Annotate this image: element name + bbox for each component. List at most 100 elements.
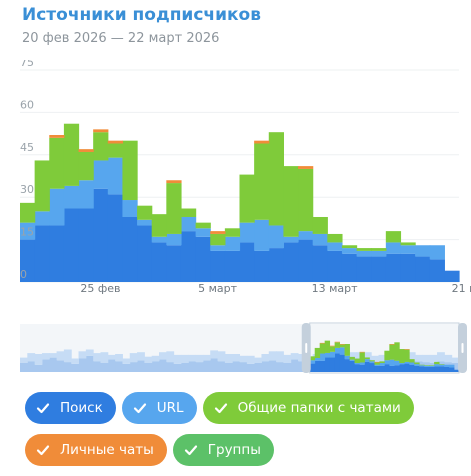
navigator-segment xyxy=(93,361,101,372)
navigator-segment xyxy=(173,363,182,372)
navigator-window-segment xyxy=(319,360,326,372)
main-chart[interactable]: 0 15 30 45 60 75 25 фев 5 март 13 март 21 м xyxy=(0,60,471,295)
x-tick-label: 21 м xyxy=(452,282,471,295)
navigator-segment xyxy=(173,354,182,364)
navigator-segment xyxy=(232,354,240,362)
x-axis-ticks: 25 фев 5 март 13 март 21 м xyxy=(80,282,471,295)
navigator-segment xyxy=(78,358,87,372)
navigator-segment xyxy=(429,354,438,363)
legend-toggle[interactable]: URL xyxy=(121,392,197,424)
area-segment xyxy=(151,242,167,282)
navigator-window-segment xyxy=(354,358,360,364)
navigator-window-segment xyxy=(354,364,360,372)
navigator-segment xyxy=(371,355,380,363)
navigator-segment xyxy=(224,354,233,363)
area-segment xyxy=(107,140,124,144)
navigator-window-segment xyxy=(434,364,440,367)
navigator-segment xyxy=(27,361,36,372)
navigator-window-segment xyxy=(404,349,410,350)
area-segment xyxy=(356,256,372,282)
navigator-window-segment xyxy=(449,364,455,368)
navigator-segment xyxy=(137,352,145,361)
navigator-window-segment xyxy=(399,364,405,372)
navigator-window[interactable] xyxy=(301,322,467,374)
navigator-segment xyxy=(246,355,255,364)
area-segment xyxy=(224,236,241,251)
area-segment xyxy=(49,135,65,138)
area-segment xyxy=(49,225,65,282)
navigator-segment xyxy=(188,354,197,362)
y-tick-label: 60 xyxy=(20,98,34,111)
y-tick-label: 75 xyxy=(20,60,34,69)
area-segment xyxy=(93,160,109,189)
navigator-window-segment xyxy=(369,361,375,364)
navigator-window-segment xyxy=(334,347,340,354)
navigator-segment xyxy=(268,360,277,372)
area-segment xyxy=(415,256,431,282)
navigator-segment xyxy=(422,354,431,363)
area-segment xyxy=(239,222,255,243)
navigator-segment xyxy=(63,362,72,372)
navigator-window-segment xyxy=(424,366,430,372)
navigator-window-segment xyxy=(414,364,420,366)
legend-toggle[interactable]: Группы xyxy=(172,434,274,466)
area-segment xyxy=(224,228,241,237)
navigator-window-segment xyxy=(334,353,340,372)
area-segment xyxy=(151,214,167,237)
area-segment xyxy=(356,248,372,251)
area-segment xyxy=(137,205,153,220)
navigator-window-segment xyxy=(409,362,415,365)
navigator-window-segment xyxy=(329,357,336,372)
area-segment xyxy=(254,250,270,282)
navigator-window-segment xyxy=(404,361,410,364)
navigator-window-segment xyxy=(374,361,380,363)
navigator-segment xyxy=(122,363,131,372)
stacked-areas xyxy=(20,123,460,282)
area-segment xyxy=(166,180,182,184)
navigator-window-segment xyxy=(309,363,316,372)
legend: Поиск URL Общие папки с чатами Личные чаты Г… xyxy=(25,392,465,476)
navigator-segment xyxy=(290,359,299,372)
navigator-window-segment xyxy=(334,341,340,343)
navigator-window-segment xyxy=(384,360,390,365)
navigator-window-segment xyxy=(359,362,365,365)
legend-toggle[interactable]: Общие папки с чатами xyxy=(202,392,414,424)
area-segment xyxy=(34,211,50,226)
navigator-segment xyxy=(180,363,189,372)
navigator-segment xyxy=(159,359,167,372)
area-segment xyxy=(312,216,328,234)
area-segment xyxy=(63,123,80,186)
area-segment xyxy=(356,250,372,257)
navigator-segment xyxy=(93,353,101,362)
area-segment xyxy=(341,245,358,249)
legend-toggle[interactable]: Поиск xyxy=(25,392,116,424)
navigator-segment xyxy=(232,361,240,372)
area-segment xyxy=(429,245,445,260)
navigator-window-segment xyxy=(369,363,375,372)
navigator-window-segment xyxy=(309,360,316,364)
area-segment xyxy=(268,248,284,282)
navigator-segment xyxy=(41,359,50,372)
navigator-window-segment xyxy=(314,358,321,361)
navigator-segment xyxy=(202,354,211,361)
legend-toggle[interactable]: Личные чаты xyxy=(25,434,167,466)
area-segment xyxy=(298,166,314,169)
navigator-segment xyxy=(283,354,292,363)
range-navigator[interactable] xyxy=(0,320,471,376)
navigator-window-segment xyxy=(334,342,340,348)
navigator-segment xyxy=(107,359,116,372)
area-segment xyxy=(268,132,284,226)
y-tick-label: 0 xyxy=(20,268,27,281)
area-segment xyxy=(137,219,153,226)
navigator-segment xyxy=(217,361,226,372)
area-segment xyxy=(371,256,387,282)
area-segment xyxy=(312,245,328,282)
legend-label: Группы xyxy=(207,442,261,458)
navigator-window-segment xyxy=(389,365,395,372)
navigator-window-segment xyxy=(364,357,370,360)
navigator-window-segment xyxy=(439,364,445,367)
navigator-window-segment xyxy=(319,342,326,344)
navigator-segment xyxy=(49,353,58,358)
area-segment xyxy=(107,194,124,282)
area-segment xyxy=(180,216,197,232)
